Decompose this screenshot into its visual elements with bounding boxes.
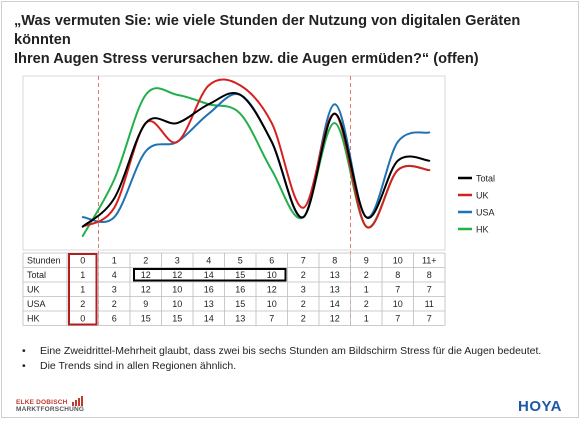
highlight-box-column-0 bbox=[68, 253, 98, 326]
table-cell: 7 bbox=[395, 313, 400, 323]
table-header-label: Stunden bbox=[27, 255, 61, 265]
table-cell: 2 bbox=[364, 270, 369, 280]
table-cell: 1 bbox=[80, 270, 85, 280]
series-line-hk bbox=[81, 87, 431, 237]
table-row-label: Total bbox=[27, 270, 46, 280]
legend: Total UK USA HK bbox=[458, 174, 495, 235]
table-cell: 14 bbox=[204, 270, 214, 280]
bullet-item: Die Trends sind in allen Regionen ähnlic… bbox=[22, 360, 562, 373]
elke-dobisch-logo: ELKE DOBISCH MARKTFORSCHUNG bbox=[16, 399, 84, 413]
table-cell: 3 bbox=[112, 284, 117, 294]
table-cell: 10 bbox=[172, 299, 182, 309]
table-header-cell: 5 bbox=[238, 255, 243, 265]
table-cell: 12 bbox=[141, 284, 151, 294]
table-row-label: UK bbox=[27, 284, 40, 294]
table-cell: 7 bbox=[427, 284, 432, 294]
table-cell: 12 bbox=[330, 313, 340, 323]
table-cell: 13 bbox=[204, 299, 214, 309]
table-cell: 2 bbox=[301, 270, 306, 280]
table-cell: 9 bbox=[143, 299, 148, 309]
table-cell: 10 bbox=[172, 284, 182, 294]
table-cell: 3 bbox=[301, 284, 306, 294]
hoya-logo: HOYA bbox=[518, 398, 562, 415]
table-cell: 2 bbox=[301, 313, 306, 323]
slide-title: „Was vermuten Sie: wie viele Stunden der… bbox=[14, 12, 569, 69]
table-cell: 7 bbox=[395, 284, 400, 294]
legend-label-usa: USA bbox=[476, 208, 495, 218]
table-header-cell: 1 bbox=[112, 255, 117, 265]
table-cell: 7 bbox=[427, 313, 432, 323]
legend-label-hk: HK bbox=[476, 225, 489, 235]
plot-frame bbox=[22, 75, 446, 251]
table-header-cell: 3 bbox=[175, 255, 180, 265]
table-cell: 1 bbox=[364, 313, 369, 323]
table-cell: 12 bbox=[141, 270, 151, 280]
table-cell: 12 bbox=[267, 284, 277, 294]
table-cell: 14 bbox=[330, 299, 340, 309]
table-header-cell: 10 bbox=[393, 255, 403, 265]
table-cell: 15 bbox=[235, 270, 245, 280]
logo-bars-icon bbox=[72, 396, 86, 406]
table-header-cell: 4 bbox=[206, 255, 211, 265]
table-cell: 2 bbox=[112, 299, 117, 309]
table-cell: 1 bbox=[80, 284, 85, 294]
series-line-total bbox=[81, 91, 431, 228]
table-cell: 13 bbox=[330, 270, 340, 280]
table-header-cell: 8 bbox=[332, 255, 337, 265]
table-cell: 2 bbox=[80, 299, 85, 309]
logo-left-line1: ELKE DOBISCH bbox=[16, 399, 68, 406]
table-cell: 10 bbox=[267, 270, 277, 280]
table-cell: 2 bbox=[301, 299, 306, 309]
table-header-cell: 0 bbox=[80, 255, 85, 265]
table-cell: 16 bbox=[204, 284, 214, 294]
table-header-cell: 7 bbox=[301, 255, 306, 265]
logo-left-line2: MARKTFORSCHUNG bbox=[16, 406, 85, 413]
table-header-cell: 2 bbox=[143, 255, 148, 265]
table-cell: 2 bbox=[364, 299, 369, 309]
table-cell: 7 bbox=[269, 313, 274, 323]
bullet-item: Eine Zweidrittel-Mehrheit glaubt, dass z… bbox=[22, 345, 562, 358]
table-cell: 8 bbox=[427, 270, 432, 280]
table-cell: 12 bbox=[172, 270, 182, 280]
table-cell: 11 bbox=[425, 299, 434, 309]
table-header-cell: 9 bbox=[364, 255, 369, 265]
table-cell: 13 bbox=[330, 284, 340, 294]
table-header-cell: 11+ bbox=[422, 255, 437, 265]
table-cell: 15 bbox=[235, 299, 245, 309]
table-cell: 10 bbox=[267, 299, 277, 309]
table-header-cell: 6 bbox=[269, 255, 274, 265]
table-cell: 8 bbox=[395, 270, 400, 280]
plot-area bbox=[22, 75, 446, 326]
series-lines bbox=[81, 78, 431, 237]
table-cell: 15 bbox=[172, 313, 182, 323]
table-row-label: USA bbox=[27, 299, 46, 309]
table-cell: 6 bbox=[112, 313, 117, 323]
table-cell: 14 bbox=[204, 313, 214, 323]
legend-label-uk: UK bbox=[476, 191, 489, 201]
table-cell: 10 bbox=[393, 299, 403, 309]
title-line-1: „Was vermuten Sie: wie viele Stunden der… bbox=[14, 13, 521, 48]
table-cell: 1 bbox=[364, 284, 369, 294]
legend-label-total: Total bbox=[476, 174, 495, 184]
table-cell: 16 bbox=[235, 284, 245, 294]
bullet-list: Eine Zweidrittel-Mehrheit glaubt, dass z… bbox=[22, 345, 562, 375]
table-cell: 4 bbox=[112, 270, 117, 280]
highlight-box-total-row bbox=[133, 268, 287, 282]
table-row-label: HK bbox=[27, 313, 40, 323]
table-cell: 15 bbox=[141, 313, 151, 323]
table-cell: 0 bbox=[80, 313, 85, 323]
title-line-2: Ihren Augen Stress verursachen bzw. die … bbox=[14, 51, 479, 67]
table-cell: 13 bbox=[235, 313, 245, 323]
data-table: Stunden 0 1 2 3 4 5 6 7 8 9 10 11+Total 1 4 12 12 14 15 10 2… bbox=[22, 252, 446, 326]
